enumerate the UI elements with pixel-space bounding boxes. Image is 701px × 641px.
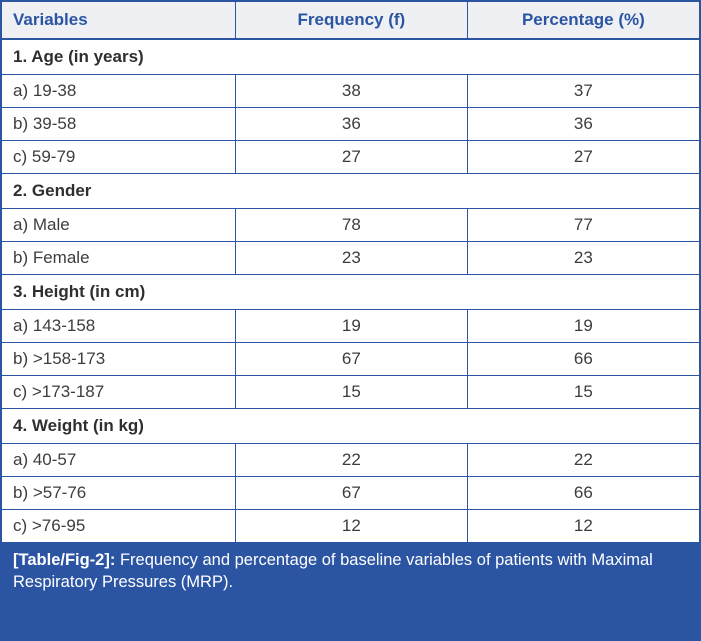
cell-variable: c) >76-95	[2, 508, 236, 542]
cell-frequency: 12	[234, 508, 468, 542]
section-row-height: 3. Height (in cm)	[2, 273, 699, 310]
cell-percentage: 27	[466, 139, 699, 174]
column-header-frequency: Frequency (f)	[234, 2, 468, 40]
cell-frequency: 67	[234, 341, 468, 376]
table-row: b) >158-173 67 66	[2, 341, 699, 376]
cell-variable: c) >173-187	[2, 374, 236, 409]
cell-frequency: 19	[234, 308, 468, 343]
section-header: 1. Age (in years)	[2, 38, 699, 75]
cell-variable: a) 19-38	[2, 73, 236, 108]
table-row: b) Female 23 23	[2, 240, 699, 275]
section-header: 4. Weight (in kg)	[2, 407, 699, 444]
cell-variable: a) 143-158	[2, 308, 236, 343]
cell-variable: c) 59-79	[2, 139, 236, 174]
cell-variable: b) >158-173	[2, 341, 236, 376]
cell-percentage: 19	[466, 308, 699, 343]
table-row: a) 19-38 38 37	[2, 73, 699, 108]
cell-percentage: 66	[466, 341, 699, 376]
table-row: a) 40-57 22 22	[2, 442, 699, 477]
cell-frequency: 22	[234, 442, 468, 477]
section-header: 2. Gender	[2, 172, 699, 209]
section-header: 3. Height (in cm)	[2, 273, 699, 310]
cell-frequency: 78	[234, 207, 468, 242]
section-row-gender: 2. Gender	[2, 172, 699, 209]
cell-frequency: 67	[234, 475, 468, 510]
cell-percentage: 37	[466, 73, 699, 108]
cell-percentage: 23	[466, 240, 699, 275]
section-row-weight: 4. Weight (in kg)	[2, 407, 699, 444]
cell-frequency: 38	[234, 73, 468, 108]
table-row: a) 143-158 19 19	[2, 308, 699, 343]
cell-variable: b) >57-76	[2, 475, 236, 510]
cell-frequency: 15	[234, 374, 468, 409]
cell-variable: b) Female	[2, 240, 236, 275]
cell-variable: b) 39-58	[2, 106, 236, 141]
table-row: a) Male 78 77	[2, 207, 699, 242]
cell-frequency: 36	[234, 106, 468, 141]
caption-label: [Table/Fig-2]:	[13, 551, 116, 569]
cell-percentage: 15	[466, 374, 699, 409]
caption-text: Frequency and percentage of baseline var…	[13, 551, 653, 591]
table-row: c) >173-187 15 15	[2, 374, 699, 409]
table-row: c) 59-79 27 27	[2, 139, 699, 174]
cell-percentage: 36	[466, 106, 699, 141]
table-row: b) >57-76 67 66	[2, 475, 699, 510]
cell-percentage: 66	[466, 475, 699, 510]
table-row: c) >76-95 12 12	[2, 508, 699, 542]
cell-frequency: 23	[234, 240, 468, 275]
header-row: Variables Frequency (f) Percentage (%)	[2, 2, 699, 40]
column-header-variables: Variables	[2, 2, 236, 40]
cell-variable: a) Male	[2, 207, 236, 242]
section-row-age: 1. Age (in years)	[2, 38, 699, 75]
cell-percentage: 22	[466, 442, 699, 477]
table-row: b) 39-58 36 36	[2, 106, 699, 141]
cell-percentage: 77	[466, 207, 699, 242]
cell-percentage: 12	[466, 508, 699, 542]
figure-caption: [Table/Fig-2]: Frequency and percentage …	[2, 542, 699, 639]
cell-variable: a) 40-57	[2, 442, 236, 477]
cell-frequency: 27	[234, 139, 468, 174]
baseline-variables-table: Variables Frequency (f) Percentage (%) 1…	[2, 2, 699, 542]
column-header-percentage: Percentage (%)	[466, 2, 699, 40]
